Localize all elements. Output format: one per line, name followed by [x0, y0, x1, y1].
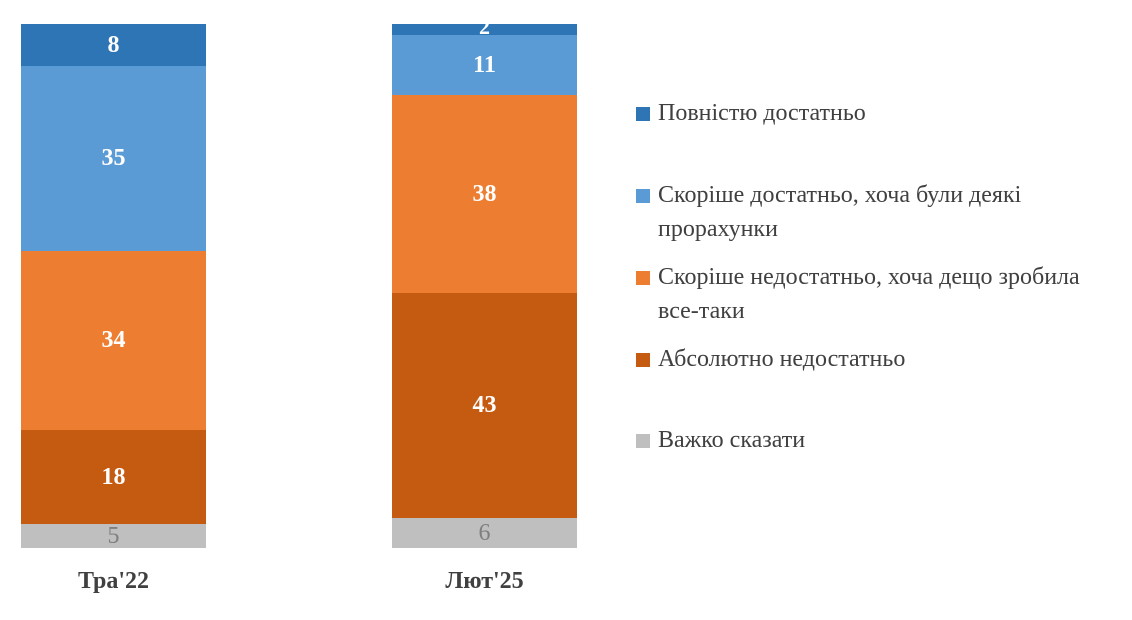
legend-label: Важко сказати: [658, 427, 806, 453]
legend-item-rather-sufficient: Скоріше достатньо, хоча були деякі прора…: [636, 178, 1116, 246]
legend-label: Скоріше достатньо, хоча були деякі прора…: [658, 182, 1022, 242]
legend-label: Скоріше недостатньо, хоча дещо зробила в…: [658, 264, 1080, 324]
legend-swatch-icon: [636, 189, 650, 203]
legend-swatch-icon: [636, 107, 650, 121]
bar-lyut25: 2 11 38 43 6: [392, 14, 577, 548]
segment-fully-sufficient: 2: [392, 14, 577, 39]
data-label: 38: [472, 180, 497, 207]
legend-label: Абсолютно недостатньо: [658, 346, 906, 372]
segment-rather-insufficient: 38: [392, 95, 577, 293]
legend-item-absolutely-insufficient: Абсолютно недостатньо: [636, 342, 1116, 376]
data-label: 5: [107, 522, 120, 549]
segment-absolutely-insufficient: 18: [21, 430, 206, 524]
legend-swatch-icon: [636, 434, 650, 448]
segment-fully-sufficient: 8: [21, 24, 206, 66]
legend-item-fully-sufficient: Повністю достатньо: [636, 96, 1116, 130]
segment-hard-to-say: 6: [392, 518, 577, 548]
data-label: 34: [101, 327, 126, 353]
segment-rather-insufficient: 34: [21, 251, 206, 430]
segment-rather-sufficient: 11: [392, 35, 577, 95]
legend-item-hard-to-say: Важко сказати: [636, 423, 1116, 457]
legend-swatch-icon: [636, 353, 650, 367]
category-label: Тра'22: [77, 568, 150, 594]
data-label: 8: [107, 31, 120, 58]
segment-rather-sufficient: 35: [21, 66, 206, 251]
legend-label: Повністю достатньо: [658, 100, 866, 126]
data-label: 11: [473, 51, 496, 78]
data-label: 2: [479, 13, 490, 39]
category-label: Лют'25: [445, 568, 524, 594]
data-label: 43: [472, 392, 497, 418]
segment-absolutely-insufficient: 43: [392, 293, 577, 518]
data-label: 6: [478, 519, 491, 546]
segment-hard-to-say: 5: [21, 522, 206, 549]
data-label: 18: [101, 463, 126, 490]
legend-swatch-icon: [636, 271, 650, 285]
data-label: 35: [101, 145, 126, 171]
legend-item-rather-insufficient: Скоріше недостатньо, хоча дещо зробила в…: [636, 260, 1116, 328]
bar-tra22: 8 35 34 18 5: [21, 24, 206, 549]
